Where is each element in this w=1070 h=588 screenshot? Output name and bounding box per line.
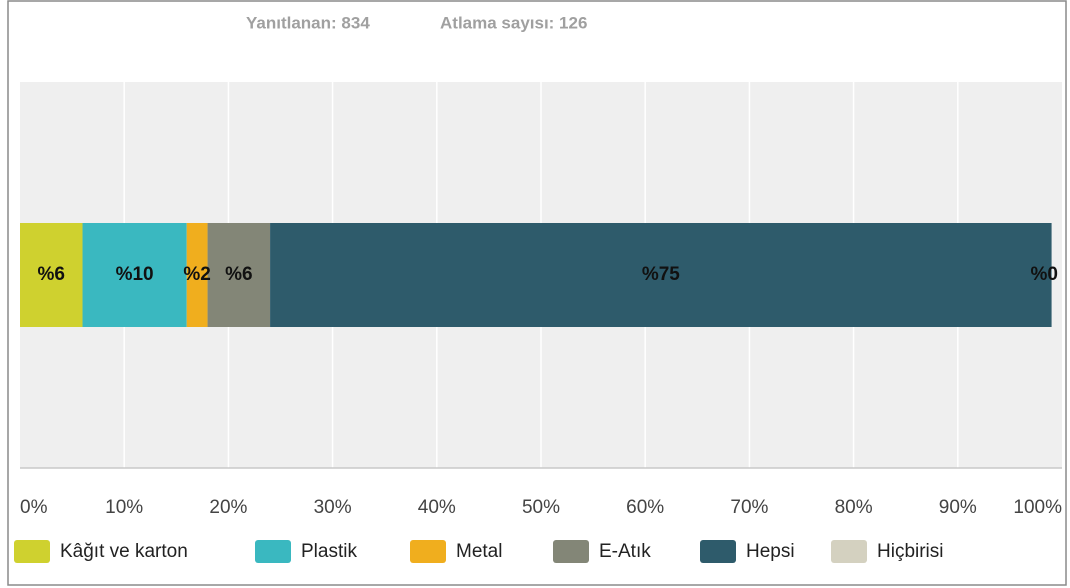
bar-segment xyxy=(20,223,83,327)
x-tick-label: 40% xyxy=(418,497,456,518)
frame xyxy=(7,0,1067,586)
value-label: %0 xyxy=(1031,264,1058,285)
legend-swatch xyxy=(410,540,446,563)
legend-swatch xyxy=(255,540,291,563)
bar-segment xyxy=(82,223,187,327)
x-tick-label: 30% xyxy=(314,497,352,518)
legend-swatch xyxy=(553,540,589,563)
subtitle-skipped: Atlama sayısı: 126 xyxy=(440,13,587,32)
x-tick-label: 20% xyxy=(209,497,247,518)
value-label: %75 xyxy=(642,264,680,285)
bar-segment xyxy=(207,223,271,327)
value-label: %6 xyxy=(38,264,65,285)
x-tick-label: 60% xyxy=(626,497,664,518)
legend-swatch xyxy=(14,540,50,563)
x-tick-label: 0% xyxy=(20,497,48,518)
legend-text: Hiçbirisi xyxy=(877,541,944,562)
value-label: %2 xyxy=(183,264,210,285)
bar-segment xyxy=(186,223,208,327)
x-tick-label: 70% xyxy=(730,497,768,518)
value-label: %10 xyxy=(116,264,154,285)
bar-segment xyxy=(270,223,1052,327)
x-tick-label: 90% xyxy=(939,497,977,518)
legend-text: Metal xyxy=(456,541,502,562)
x-tick-label: 10% xyxy=(105,497,143,518)
legend-swatch xyxy=(831,540,867,563)
legend-text: E-Atık xyxy=(599,541,651,562)
legend-text: Plastik xyxy=(301,541,357,562)
x-tick-label: 100% xyxy=(1013,497,1062,518)
x-tick-label: 50% xyxy=(522,497,560,518)
legend-text: Kâğıt ve karton xyxy=(60,541,188,562)
x-tick-label: 80% xyxy=(835,497,873,518)
legend-swatch xyxy=(700,540,736,563)
value-label: %6 xyxy=(225,264,252,285)
subtitle-answered: Yanıtlanan: 834 xyxy=(246,13,370,32)
legend-text: Hepsi xyxy=(746,541,795,562)
